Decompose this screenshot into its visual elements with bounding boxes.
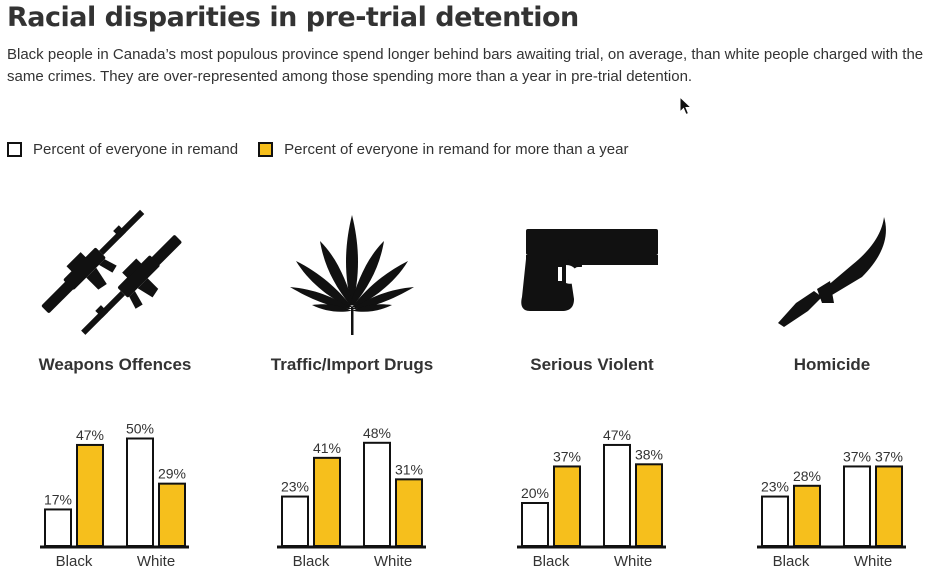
legend-item-long-remand: Percent of everyone in remand for more t… [258, 141, 628, 158]
category-label: Black [773, 553, 810, 570]
cannabis-leaf-icon [290, 215, 414, 335]
data-label: 20% [521, 485, 549, 501]
data-label: 23% [281, 479, 309, 495]
bar-white-series-0 [363, 441, 391, 547]
data-label: 37% [875, 448, 903, 464]
bar-white-series-1 [875, 465, 903, 548]
data-label: 17% [44, 491, 72, 507]
legend-item-remand: Percent of everyone in remand [7, 141, 238, 158]
legend-swatch-long-remand [258, 142, 274, 157]
data-label: 23% [761, 479, 789, 495]
category-label: White [137, 553, 175, 570]
bar-black-series-1 [553, 465, 581, 548]
panel-title: Serious Violent [530, 355, 654, 374]
bar-white-series-1 [158, 482, 186, 547]
legend-label-remand: Percent of everyone in remand [33, 141, 239, 158]
knife-icon [778, 217, 886, 327]
data-label: 37% [843, 448, 871, 464]
handgun-icon [521, 229, 658, 311]
panel-title: Homicide [793, 355, 871, 374]
data-label: 41% [313, 440, 341, 456]
bar-white-series-0 [126, 437, 154, 547]
bar-chart-traffic-import-drugs: 23% 41% Black 48% 31% White [277, 425, 426, 570]
panel-title: Traffic/Import Drugs [270, 355, 434, 374]
legend-label-long-remand: Percent of everyone in remand for more t… [284, 141, 629, 158]
chart-subtitle: Black people in Canada’s most populous p… [7, 46, 924, 85]
bar-white-series-1 [395, 478, 423, 547]
panel-homicide: Homicide 23% 28% Black 37% 37% White [722, 205, 936, 581]
data-label: 48% [363, 425, 391, 441]
data-label: 38% [635, 446, 663, 462]
data-label: 47% [76, 427, 104, 443]
data-label: 50% [126, 421, 154, 437]
chart-title: Racial disparities in pre-trial detentio… [7, 2, 579, 33]
category-label: White [854, 553, 892, 570]
assault-rifles-icon [41, 209, 182, 335]
bar-chart-weapons-offences: 17% 47% Black 50% 29% White [40, 421, 189, 570]
data-label: 28% [793, 468, 821, 484]
panel-title: Weapons Offences [38, 355, 192, 374]
data-label: 29% [158, 466, 186, 482]
panel-serious-violent: Serious Violent 20% 37% Black 47% 38% White [482, 205, 702, 581]
panel-weapons-offences: Weapons Offences 17% 47% Black 50% 29% White [5, 205, 225, 581]
legend: Percent of everyone in remand Percent of… [7, 141, 648, 158]
bar-black-series-1 [793, 484, 821, 548]
bar-black-series-1 [313, 456, 341, 547]
category-label: Black [293, 553, 330, 570]
bar-black-series-0 [761, 495, 789, 548]
bar-white-series-0 [843, 465, 871, 548]
panel-traffic-import-drugs: Traffic/Import Drugs 23% 41% Black 48% 31% Wh… [242, 205, 462, 581]
category-label: Black [533, 553, 570, 570]
mouse-cursor-icon [679, 96, 693, 116]
bar-black-series-0 [44, 508, 72, 547]
category-label: Black [56, 553, 93, 570]
bar-white-series-0 [603, 443, 631, 548]
category-label: White [374, 553, 412, 570]
bar-black-series-0 [521, 502, 549, 547]
data-label: 47% [603, 427, 631, 443]
bar-chart-serious-violent: 20% 37% Black 47%38% White [517, 427, 666, 570]
data-label: 31% [395, 461, 423, 477]
bar-chart-homicide: 23%28% Black 37% 37% White [757, 448, 906, 570]
legend-swatch-remand [7, 142, 22, 157]
bar-white-series-1 [635, 463, 663, 547]
category-label: White [614, 553, 652, 570]
bar-black-series-1 [76, 443, 104, 548]
data-label: 37% [553, 448, 581, 464]
bar-black-series-0 [281, 495, 309, 548]
